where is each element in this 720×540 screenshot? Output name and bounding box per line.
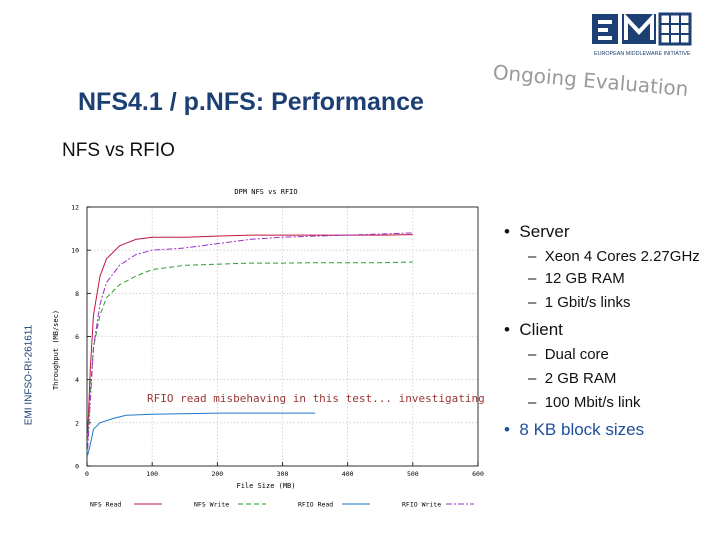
project-id-text: EMI INFSO-RI-261611	[23, 324, 35, 426]
x-tick-label: 600	[472, 470, 484, 478]
server-bullet: • Server	[504, 222, 570, 241]
client-item-text: Dual core	[544, 346, 609, 363]
client-bullet: • Client	[504, 320, 563, 339]
server-item-text: 1 Gbit/s links	[544, 294, 631, 311]
server-item: – 12 GB RAM	[528, 270, 625, 287]
y-tick-label: 6	[75, 333, 79, 341]
page-title: NFS4.1 / p.NFS: Performance	[78, 88, 424, 116]
chart-xlabel: File Size (MB)	[236, 482, 295, 490]
chart-ylabel: Throughput (MB/sec)	[52, 310, 60, 390]
y-tick-label: 10	[71, 247, 79, 255]
y-tick-label: 0	[75, 463, 79, 471]
emi-logo: EUROPEAN MIDDLEWARE INITIATIVE	[592, 12, 692, 57]
series-line-rfio-read	[87, 412, 316, 456]
server-item: – 1 Gbit/s links	[528, 294, 631, 311]
client-item: – 100 Mbit/s link	[528, 394, 641, 411]
server-label: Server	[519, 222, 570, 241]
legend-label: NFS Read	[90, 501, 121, 509]
y-tick-label: 4	[75, 376, 79, 384]
server-item-text: 12 GB RAM	[544, 270, 625, 287]
client-item: – 2 GB RAM	[528, 370, 617, 387]
legend-label: RFIO Read	[298, 501, 333, 509]
series-line-rfio-write	[87, 232, 413, 449]
chart-annotation: RFIO read misbehaving in this test... in…	[147, 392, 485, 405]
server-item: – Xeon 4 Cores 2.27GHz	[528, 248, 700, 265]
client-item-text: 100 Mbit/s link	[544, 394, 641, 411]
ongoing-evaluation-label: Ongoing Evaluation	[491, 60, 690, 102]
x-tick-label: 300	[277, 470, 289, 478]
chart-title: DPM NFS vs RFIO	[234, 188, 297, 196]
y-tick-label: 12	[71, 204, 79, 212]
x-tick-label: 200	[211, 470, 223, 478]
x-tick-label: 400	[342, 470, 354, 478]
client-item-text: 2 GB RAM	[544, 370, 617, 387]
server-item-text: Xeon 4 Cores 2.27GHz	[544, 248, 700, 265]
sidebar-project-label: EMI INFSO-RI-261611	[18, 320, 40, 430]
legend-label: NFS Write	[194, 501, 229, 509]
client-label: Client	[519, 320, 563, 339]
block-size-bullet: • 8 KB block sizes	[504, 420, 645, 439]
x-tick-label: 500	[407, 470, 419, 478]
series-line-nfs-write	[87, 261, 413, 441]
legend-label: RFIO Write	[402, 501, 441, 509]
block-size-label: 8 KB block sizes	[519, 420, 645, 439]
x-tick-label: 100	[146, 470, 158, 478]
logo-caption: EUROPEAN MIDDLEWARE INITIATIVE	[594, 51, 691, 57]
y-tick-label: 8	[75, 290, 79, 298]
y-tick-label: 2	[75, 419, 79, 427]
page-subtitle: NFS vs RFIO	[62, 140, 175, 161]
throughput-chart: DPM NFS vs RFIO Throughput (MB/sec) File…	[52, 188, 485, 509]
client-item: – Dual core	[528, 346, 609, 363]
x-tick-label: 0	[85, 470, 89, 478]
